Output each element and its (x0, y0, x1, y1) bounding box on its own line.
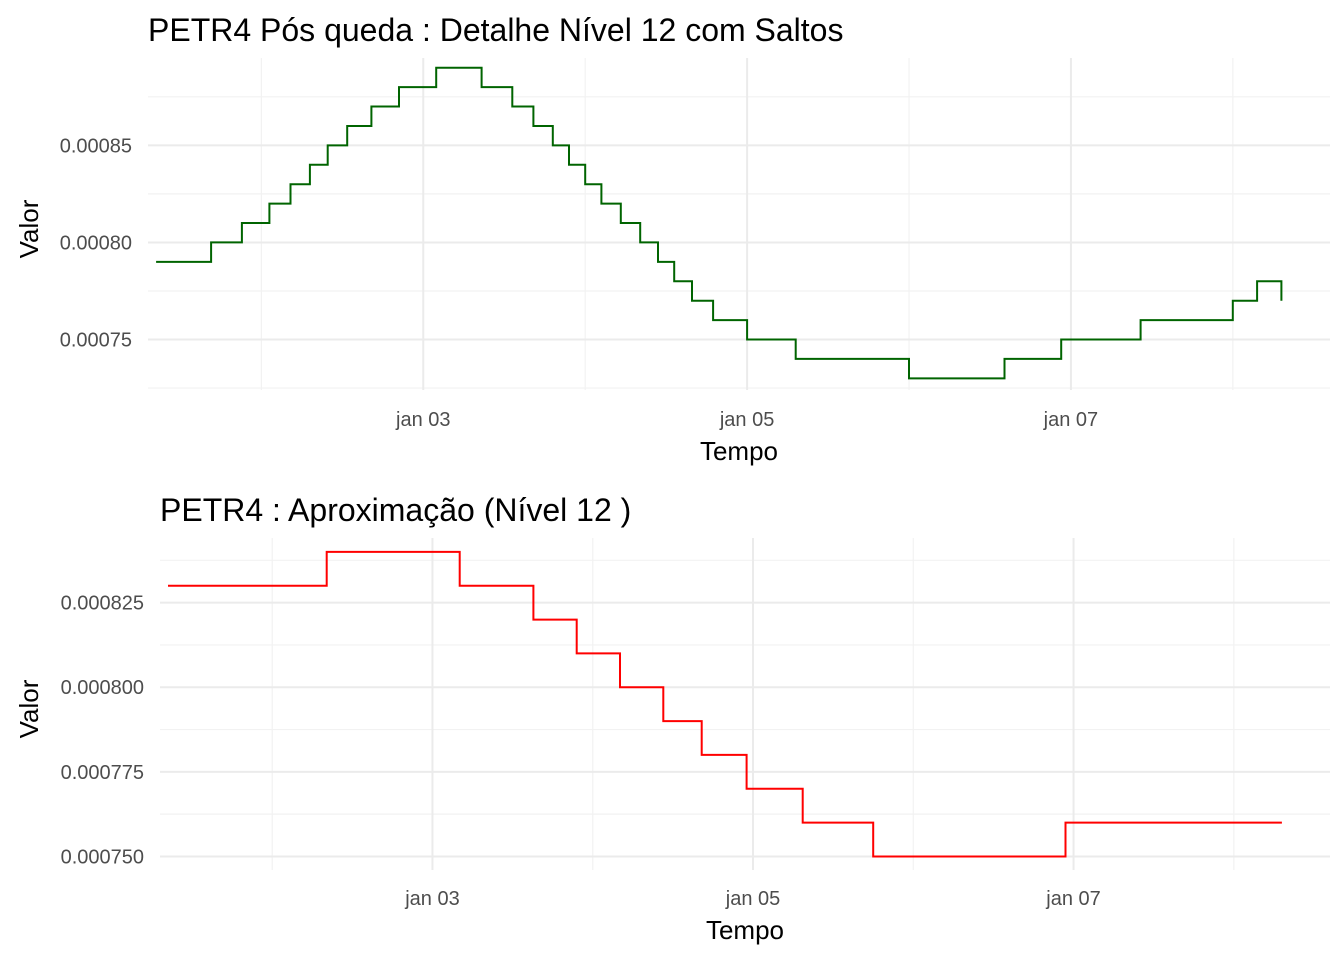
chart-1-series-line (156, 66, 1283, 380)
chart-1-gridlines (148, 58, 1330, 390)
chart-panel-1: PETR4 Pós queda : Detalhe Nível 12 com S… (14, 12, 1330, 466)
chart-2-y-tick-labels: 0.000750 0.000775 0.000800 0.000825 (61, 593, 144, 869)
chart-2-gridlines (160, 538, 1330, 870)
y-tick-label: 0.000775 (61, 762, 144, 784)
y-tick-label: 0.000825 (61, 593, 144, 615)
x-tick-label: jan 07 (1043, 409, 1099, 431)
x-tick-label: jan 03 (404, 888, 460, 910)
y-tick-label: 0.000750 (61, 846, 144, 868)
chart-panel-2: PETR4 : Aproximação (Nível 12 ) 0.000750… (14, 492, 1330, 945)
chart-2-series-line (168, 550, 1282, 858)
y-tick-label: 0.00080 (60, 232, 132, 254)
y-tick-label: 0.00075 (60, 330, 132, 352)
chart-1-x-tick-labels: jan 03 jan 05 jan 07 (395, 409, 1098, 431)
chart-1-y-tick-labels: 0.00075 0.00080 0.00085 (60, 135, 132, 351)
x-tick-label: jan 05 (725, 888, 781, 910)
chart-2-x-axis-title: Tempo (706, 915, 784, 945)
x-tick-label: jan 03 (395, 409, 451, 431)
chart-2-y-axis-title: Valor (14, 679, 44, 738)
chart-2-x-tick-labels: jan 03 jan 05 jan 07 (404, 888, 1101, 910)
y-tick-label: 0.00085 (60, 135, 132, 157)
y-tick-label: 0.000800 (61, 677, 144, 699)
x-tick-label: jan 07 (1045, 888, 1101, 910)
chart-1-y-axis-title: Valor (14, 199, 44, 258)
chart-1-title: PETR4 Pós queda : Detalhe Nível 12 com S… (148, 12, 843, 48)
chart-1-x-axis-title: Tempo (700, 436, 778, 466)
chart-2-title: PETR4 : Aproximação (Nível 12 ) (160, 492, 631, 528)
x-tick-label: jan 05 (719, 409, 775, 431)
